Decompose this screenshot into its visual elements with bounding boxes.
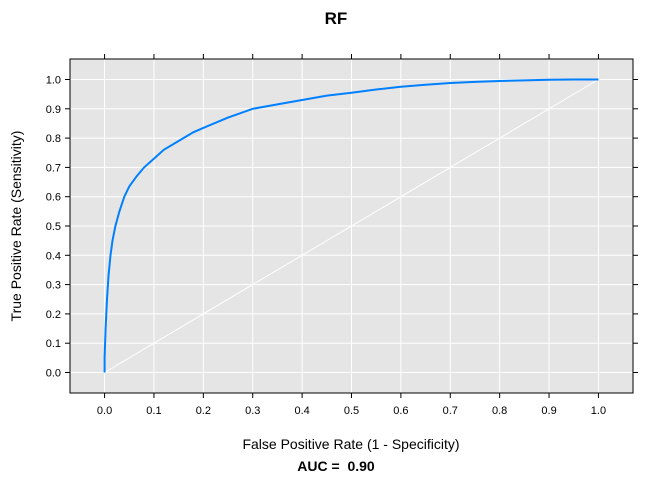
y-axis-label: True Positive Rate (Sensitivity) — [8, 131, 24, 322]
y-tick-label: 0.2 — [46, 309, 61, 321]
y-tick-label: 0.0 — [46, 367, 61, 379]
chart-title: RF — [325, 9, 348, 28]
auc-annotation: AUC = 0.90 — [297, 458, 375, 474]
y-tick-label: 0.4 — [46, 250, 61, 262]
y-tick-labels: 0.0 0.1 0.2 0.3 0.4 0.5 0.6 0.7 0.8 0.9 1.0 — [46, 75, 61, 380]
x-tick-label: 0.5 — [344, 405, 359, 417]
y-tick-label: 0.9 — [46, 104, 61, 116]
x-tick-label: 1.0 — [591, 405, 606, 417]
y-tick-label: 0.6 — [46, 192, 61, 204]
y-tick-label: 0.5 — [46, 221, 61, 233]
roc-curve — [103, 78, 599, 373]
x-axis-label: False Positive Rate (1 - Specificity) — [242, 436, 459, 452]
x-tick-label: 0.1 — [146, 405, 161, 417]
x-tick-label: 0.6 — [393, 405, 408, 417]
x-tick-labels: 0.0 0.1 0.2 0.3 0.4 0.5 0.6 0.7 0.8 0.9 1.0 — [97, 405, 606, 417]
x-tick-label: 0.2 — [196, 405, 211, 417]
reference-diagonal-line — [104, 79, 599, 373]
y-tick-label: 0.7 — [46, 162, 61, 174]
y-tick-label: 0.1 — [46, 338, 61, 350]
y-tick-label: 1.0 — [46, 75, 61, 87]
x-tick-label: 0.4 — [294, 405, 309, 417]
x-tick-label: 0.0 — [97, 405, 112, 417]
y-tick-label: 0.3 — [46, 280, 61, 292]
y-tick-label: 0.8 — [46, 133, 61, 145]
x-tick-label: 0.7 — [443, 405, 458, 417]
x-tick-label: 0.9 — [541, 405, 556, 417]
x-tick-label: 0.8 — [492, 405, 507, 417]
x-tick-label: 0.3 — [245, 405, 260, 417]
axis-ticks — [65, 54, 638, 398]
plot-panel-border — [69, 58, 634, 394]
